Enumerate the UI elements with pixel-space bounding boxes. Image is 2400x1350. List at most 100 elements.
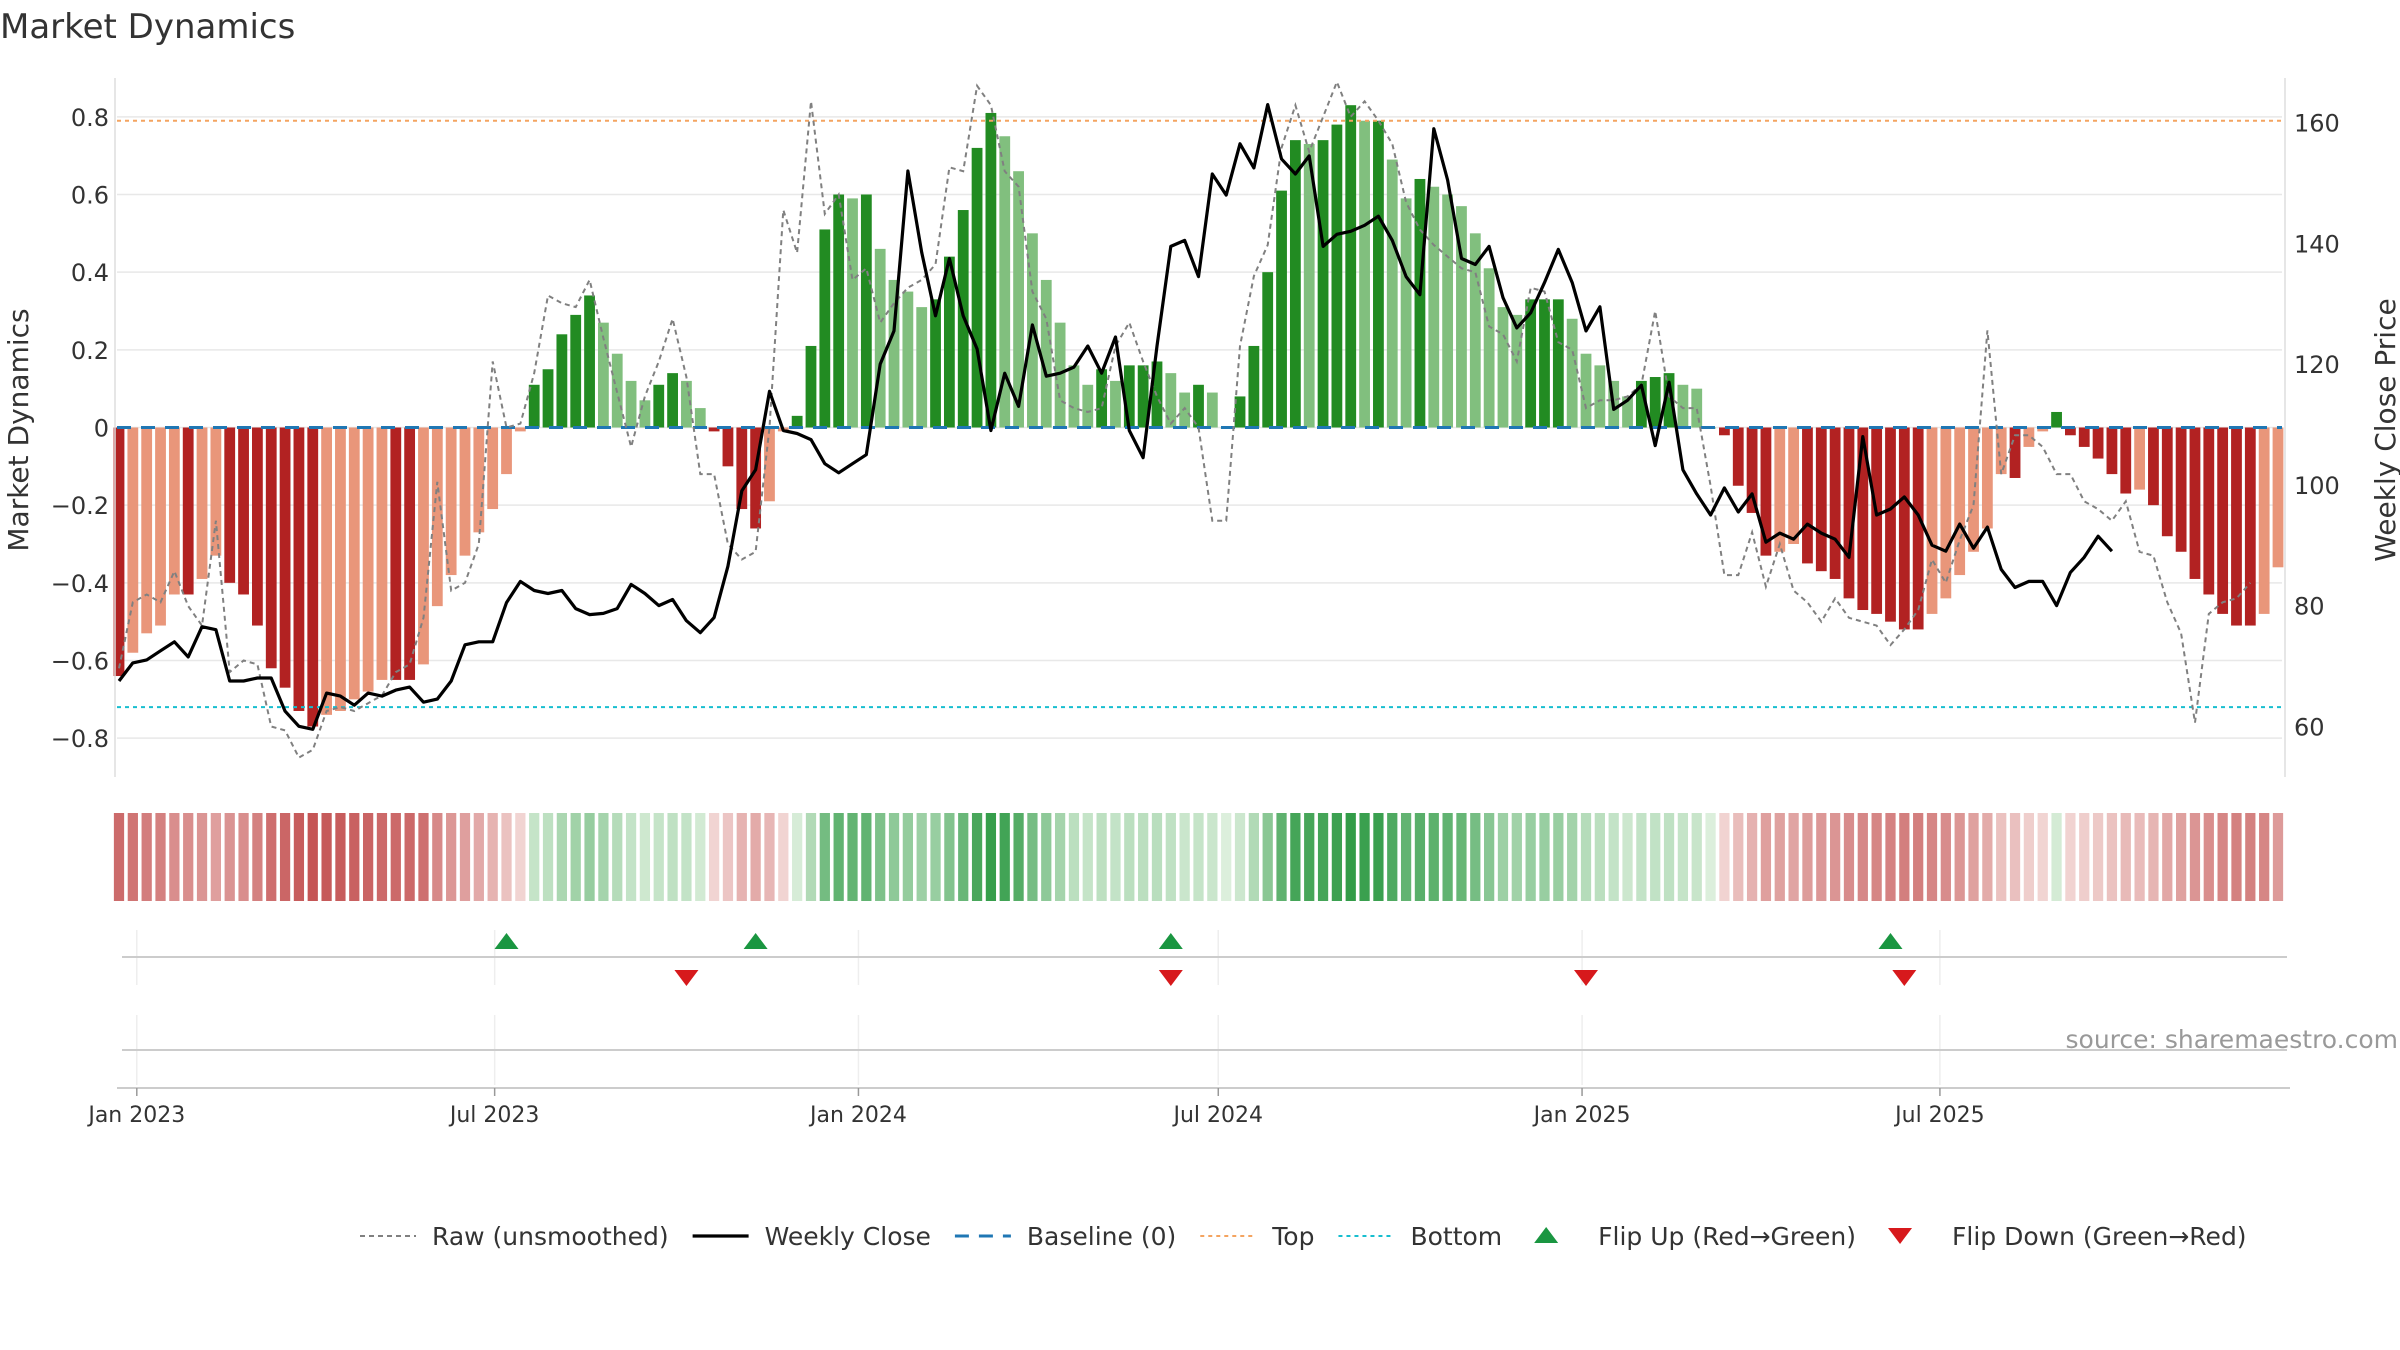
strip-cell (1276, 813, 1287, 901)
dynamics-bar (1068, 365, 1080, 428)
flip-up-marker (1158, 933, 1183, 949)
dynamics-bar (376, 427, 388, 680)
strip-cell (2092, 813, 2104, 901)
dynamics-bar (2051, 411, 2062, 428)
dynamics-bar (999, 136, 1011, 428)
strip-cell (404, 813, 415, 901)
strip-cell (944, 813, 955, 901)
strip-cell (2023, 813, 2035, 901)
left-tick-label: −0.6 (51, 648, 109, 676)
dynamics-bar (1843, 427, 1855, 599)
dynamics-bar (681, 380, 692, 428)
dynamics-bar (791, 415, 803, 428)
dynamics-bar (1054, 322, 1066, 428)
dynamics-bar (1539, 299, 1550, 428)
strip-cell (459, 813, 471, 901)
dynamics-bar (2023, 427, 2035, 447)
strip-cell (888, 813, 900, 901)
strip-cell (1470, 813, 1481, 901)
dynamics-bar (2217, 427, 2229, 614)
strip-cell (985, 813, 997, 901)
strip-cell (362, 813, 374, 901)
strip-cell (971, 813, 983, 901)
strip-cell (321, 813, 332, 901)
strip-cell (2051, 813, 2062, 901)
dynamics-bar (1456, 206, 1467, 428)
strip-cell (1733, 813, 1744, 901)
dynamics-bar (1663, 373, 1675, 428)
dynamics-bar (459, 427, 471, 556)
left-tick-label: −0.2 (51, 492, 109, 520)
strip-cell (1650, 813, 1661, 901)
dynamics-bar (1206, 392, 1218, 428)
dynamics-bar (1179, 392, 1191, 428)
strip-cell (1968, 813, 1979, 901)
legend-entry: Baseline (0) (954, 1222, 1176, 1251)
strip-cell (1456, 813, 1467, 901)
strip-cell (1497, 813, 1509, 901)
strip-cell (390, 813, 401, 901)
strip-cell (1054, 813, 1066, 901)
strip-cell (1068, 813, 1080, 901)
dynamics-bar (833, 194, 845, 428)
dynamics-bar (1788, 427, 1800, 544)
dynamics-bar (127, 427, 139, 653)
dynamics-bar (251, 427, 263, 626)
right-axis-label: Weekly Close Price (2369, 298, 2400, 561)
dynamics-bar (2203, 427, 2215, 595)
dynamics-bar (2106, 427, 2118, 475)
dynamics-bar (1677, 384, 1689, 428)
strip-cell (1165, 813, 1176, 901)
strip-cell (1982, 813, 1993, 901)
dynamics-bar (1400, 198, 1412, 428)
strip-cell (2231, 813, 2242, 901)
dynamics-bar (556, 334, 568, 428)
strip-cell (1746, 813, 1758, 901)
strip-cell (916, 813, 927, 901)
strip-cell (1899, 813, 1910, 901)
dynamics-bar (2148, 427, 2159, 506)
strip-cell (1996, 813, 2007, 901)
strip-cell (113, 813, 125, 901)
left-tick-label: 0.2 (71, 337, 109, 365)
dynamics-bar (2189, 427, 2201, 579)
dynamics-bar (1289, 140, 1301, 428)
strip-cell (1539, 813, 1550, 901)
right-tick-label: 100 (2294, 472, 2340, 500)
dynamics-bar (2258, 427, 2270, 614)
dynamics-bar (1262, 272, 1274, 428)
dynamics-bar (819, 229, 831, 428)
dynamics-bar (860, 194, 872, 428)
dynamics-bar (2231, 427, 2242, 626)
strip-cell (1331, 813, 1343, 901)
dynamics-bar (1193, 384, 1204, 428)
strip-cell (584, 813, 595, 901)
dynamics-bar (1276, 190, 1287, 428)
strip-cell (1594, 813, 1605, 901)
dynamics-bar (1622, 396, 1633, 428)
axes: 0.8 0.6 0.4 0.2 0 −0.2 −0.4 −0.6 −0.8 160 140 120 10… (51, 78, 2340, 777)
dynamics-bar (694, 408, 706, 428)
strip-cell (875, 813, 886, 901)
dynamics-bar (653, 384, 665, 428)
dynamics-bar (431, 427, 443, 607)
strip-cell (833, 813, 844, 901)
strip-cell (1511, 813, 1522, 901)
legend-label: Flip Down (Green→Red) (1952, 1222, 2247, 1251)
dynamics-bar (1995, 427, 2007, 475)
dynamics-bar (1040, 279, 1052, 428)
strip-cell (1179, 813, 1190, 901)
strip-cell (1151, 813, 1163, 901)
dynamics-bar (224, 427, 236, 583)
dynamics-bar (1815, 427, 1827, 572)
strip-cell (805, 813, 817, 901)
dynamics-bar (542, 369, 554, 428)
dynamics-bar (1580, 353, 1592, 428)
dynamics-bar (168, 427, 180, 595)
dynamics-bar (971, 147, 983, 428)
dynamics-bar (1746, 427, 1758, 513)
strip-cell (307, 813, 318, 901)
flip-up-marker (743, 933, 768, 949)
strip-cell (1041, 813, 1052, 901)
strip-cell (1400, 813, 1412, 901)
